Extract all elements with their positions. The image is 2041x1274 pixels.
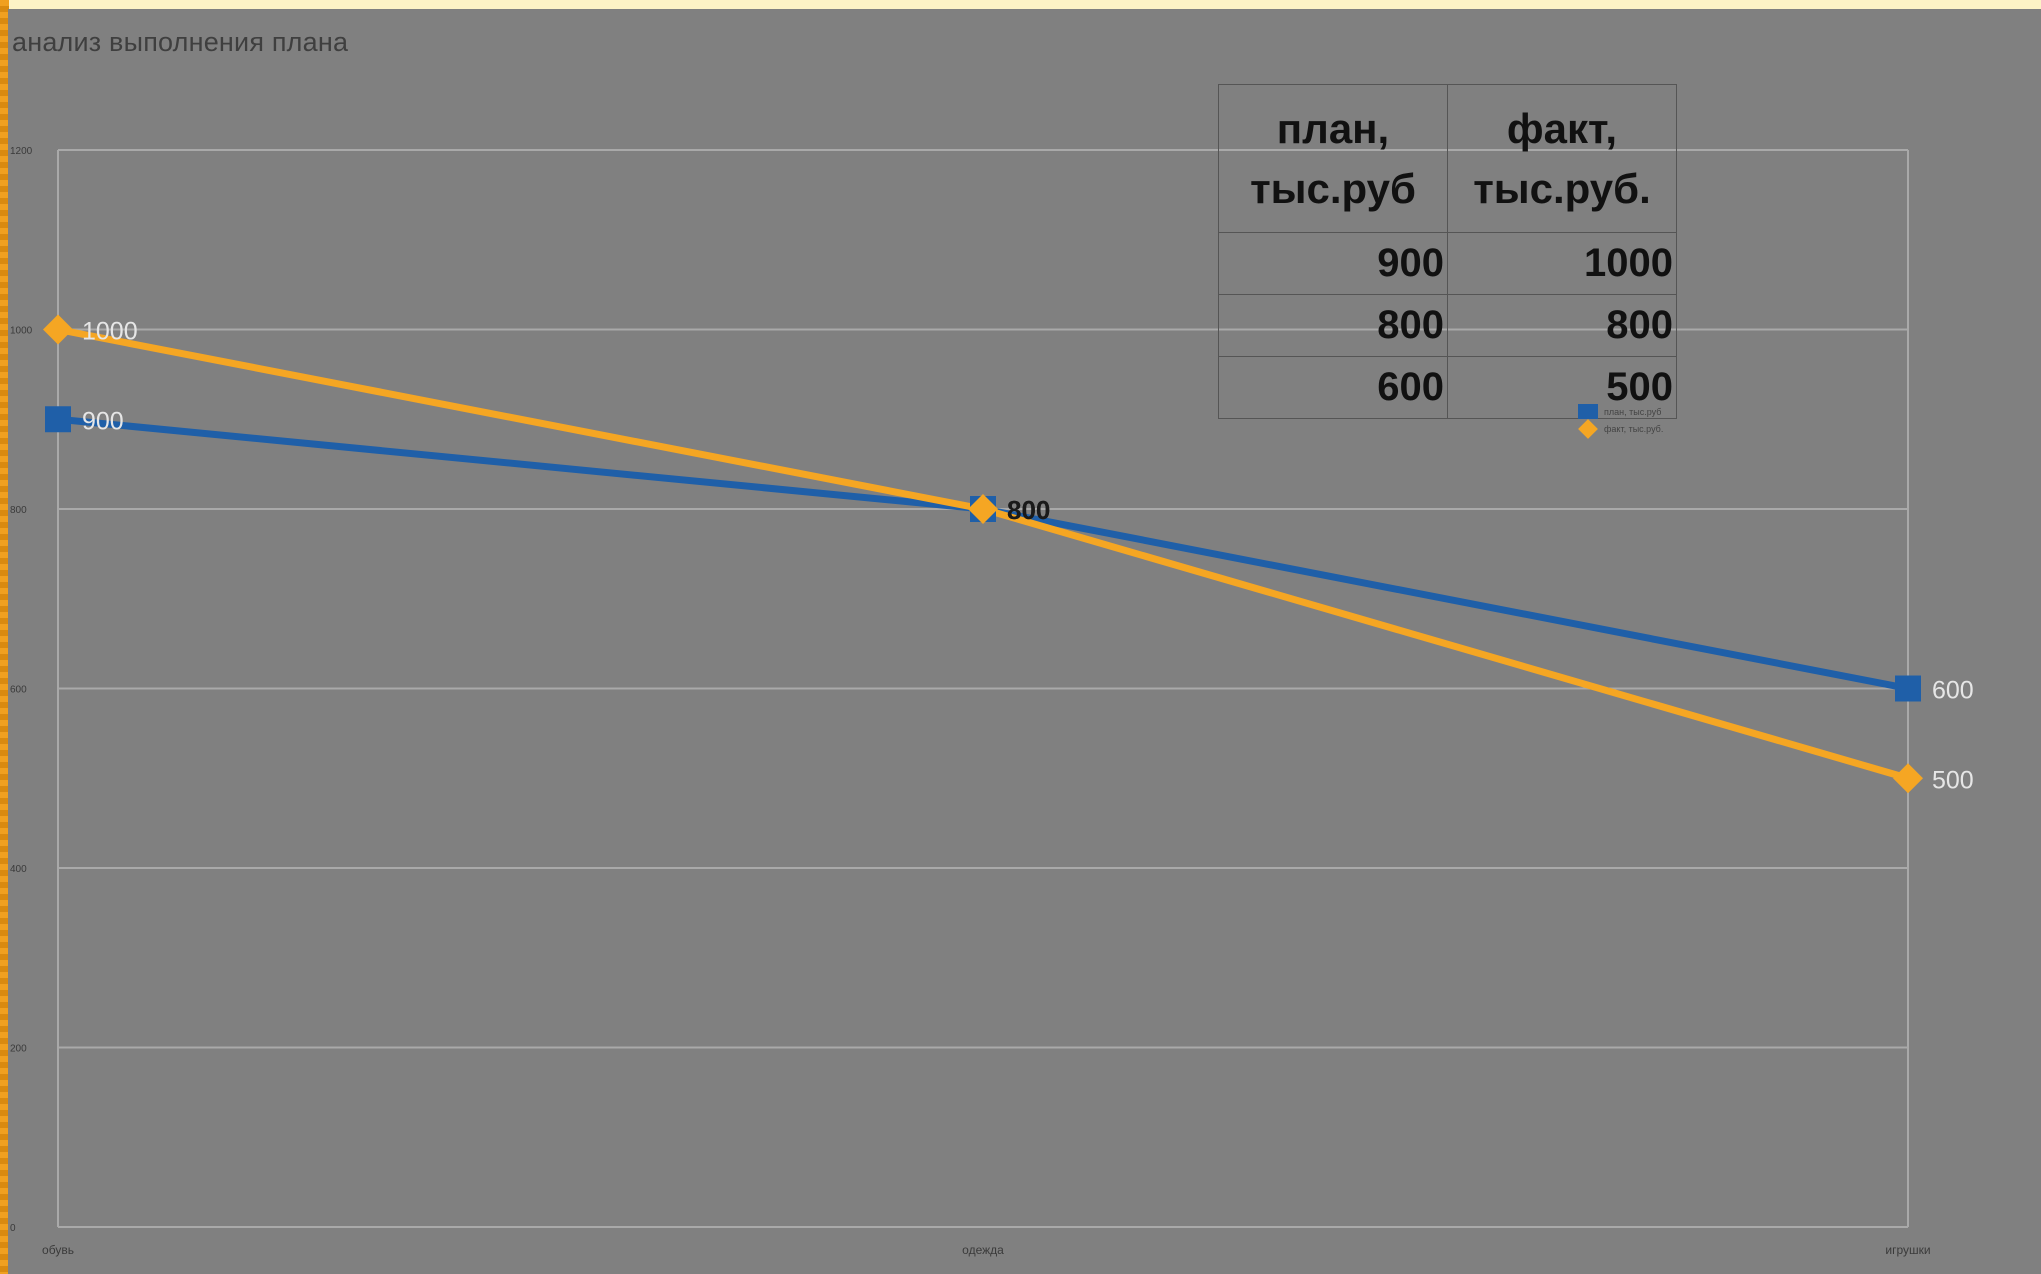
data-point-fact xyxy=(968,494,998,524)
chart-legend: план, тыс.руб факт, тыс.руб. xyxy=(1578,403,1728,439)
chart-title: анализ выполнения плана xyxy=(12,27,349,57)
table-row: 800 800 xyxy=(1218,294,1677,357)
y-tick-label: 200 xyxy=(10,1044,27,1055)
legend-item-plan: план, тыс.руб xyxy=(1578,403,1728,420)
data-point-fact xyxy=(43,314,73,345)
table-cell: 1000 xyxy=(1447,232,1677,295)
legend-marker-plan xyxy=(1578,404,1598,419)
legend-marker-fact xyxy=(1578,418,1598,439)
table-row: 600 500 xyxy=(1218,356,1677,419)
data-table: план, тыс.руб факт, тыс.руб. 900 1000 80… xyxy=(1218,84,1677,419)
y-tick-label: 1200 xyxy=(10,146,33,157)
table-row: 900 1000 xyxy=(1218,232,1677,295)
data-point-fact xyxy=(1893,763,1923,794)
legend-item-fact: факт, тыс.руб. xyxy=(1578,418,1728,439)
table-header-fact: факт, тыс.руб. xyxy=(1447,84,1677,233)
data-label: 600 xyxy=(1932,677,1974,705)
y-tick-label: 1000 xyxy=(10,326,33,337)
table-cell: 800 xyxy=(1218,294,1448,357)
data-label: 800 xyxy=(1007,495,1050,525)
table-cell: 500 xyxy=(1447,356,1677,419)
data-point-plan xyxy=(1895,675,1921,702)
x-tick-label: одежда xyxy=(962,1243,1004,1257)
table-header-plan: план, тыс.руб xyxy=(1218,84,1448,233)
data-label: 800 xyxy=(1007,495,1050,525)
y-tick-label: 800 xyxy=(10,505,27,516)
legend-label-fact: факт, тыс.руб. xyxy=(1604,423,1664,434)
series-line-plan xyxy=(57,415,1909,692)
data-point-plan xyxy=(45,406,71,433)
table-cell: 900 xyxy=(1218,232,1448,295)
table-cell: 800 xyxy=(1447,294,1677,357)
y-tick-label: 600 xyxy=(10,685,27,696)
x-tick-label: обувь xyxy=(42,1243,74,1257)
data-label: 1000 xyxy=(82,318,138,346)
table-cell: 600 xyxy=(1218,356,1448,419)
y-tick-label: 0 xyxy=(10,1223,16,1234)
legend-label-plan: план, тыс.руб xyxy=(1604,406,1662,417)
data-label: 900 xyxy=(82,407,124,435)
left-decorative-strip xyxy=(0,0,9,1274)
y-tick-label: 400 xyxy=(10,864,27,875)
data-label: 500 xyxy=(1932,766,1974,794)
chart-area: анализ выполнения плана 0 200 400 600 800 100… xyxy=(8,9,2041,1274)
table-header-row: план, тыс.руб факт, тыс.руб. xyxy=(1218,84,1677,233)
x-tick-label: игрушки xyxy=(1885,1243,1930,1257)
